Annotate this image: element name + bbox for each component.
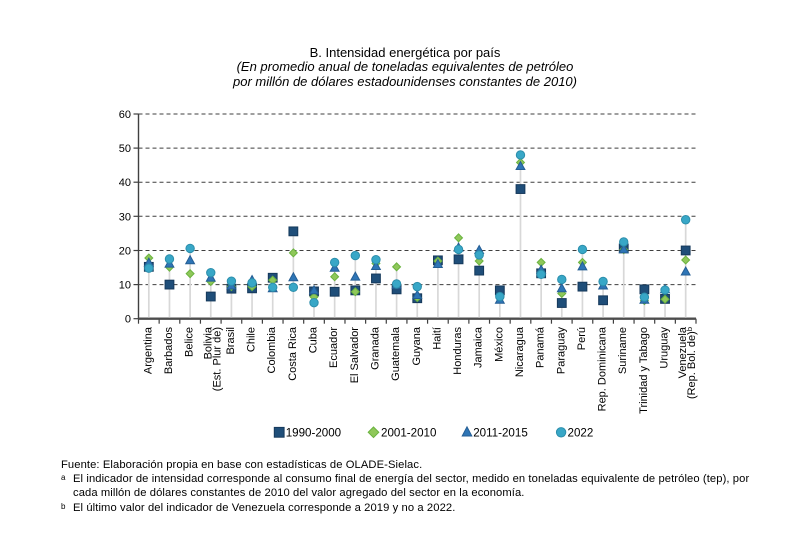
svg-text:Perú: Perú	[576, 327, 588, 350]
svg-text:50: 50	[119, 143, 131, 155]
svg-text:Chile: Chile	[246, 327, 258, 352]
svg-text:0: 0	[125, 314, 131, 326]
svg-text:10: 10	[119, 280, 131, 292]
svg-text:Nicaragua: Nicaragua	[514, 326, 526, 377]
svg-text:Guyana: Guyana	[411, 326, 423, 365]
svg-text:Rep. Dominicana: Rep. Dominicana	[597, 326, 609, 411]
svg-text:Panamá: Panamá	[535, 326, 547, 368]
svg-text:Granada: Granada	[369, 326, 381, 370]
svg-text:México: México	[493, 327, 505, 362]
svg-text:Venezuela: Venezuela	[677, 326, 689, 378]
svg-text:Barbados: Barbados	[163, 327, 175, 375]
svg-text:Paraguay: Paraguay	[555, 327, 567, 375]
svg-text:Belice: Belice	[184, 327, 196, 357]
svg-text:Costa Rica: Costa Rica	[287, 326, 299, 381]
svg-text:El Salvador: El Salvador	[349, 327, 361, 384]
svg-text:2022: 2022	[568, 427, 594, 440]
svg-text:Argentina: Argentina	[142, 326, 154, 374]
svg-text:Brasil: Brasil	[225, 327, 237, 355]
svg-text:1990-2000: 1990-2000	[286, 427, 341, 440]
svg-text:Cuba: Cuba	[308, 326, 320, 353]
svg-text:2011-2015: 2011-2015	[473, 427, 528, 440]
svg-text:Colombia: Colombia	[266, 326, 278, 373]
svg-text:20: 20	[119, 246, 131, 258]
svg-text:Uruguay: Uruguay	[659, 327, 671, 369]
svg-text:60: 60	[119, 109, 131, 121]
svg-text:Trinidad y Tabago: Trinidad y Tabago	[638, 327, 650, 414]
svg-text:(Rep. Bol. de)b: (Rep. Bol. de)b	[685, 327, 698, 399]
svg-text:30: 30	[119, 211, 131, 223]
svg-text:2001-2010: 2001-2010	[381, 427, 436, 440]
svg-text:40: 40	[119, 177, 131, 189]
svg-text:Jamaica: Jamaica	[473, 326, 485, 368]
svg-text:Bolivia: Bolivia	[202, 326, 214, 359]
svg-text:Ecuador: Ecuador	[328, 327, 340, 368]
svg-text:(Est. Plur de): (Est. Plur de)	[211, 327, 223, 391]
svg-text:Haití: Haití	[431, 327, 443, 350]
svg-text:Guatemala: Guatemala	[390, 326, 402, 381]
svg-text:Suriname: Suriname	[617, 327, 629, 374]
svg-text:Honduras: Honduras	[452, 327, 464, 375]
